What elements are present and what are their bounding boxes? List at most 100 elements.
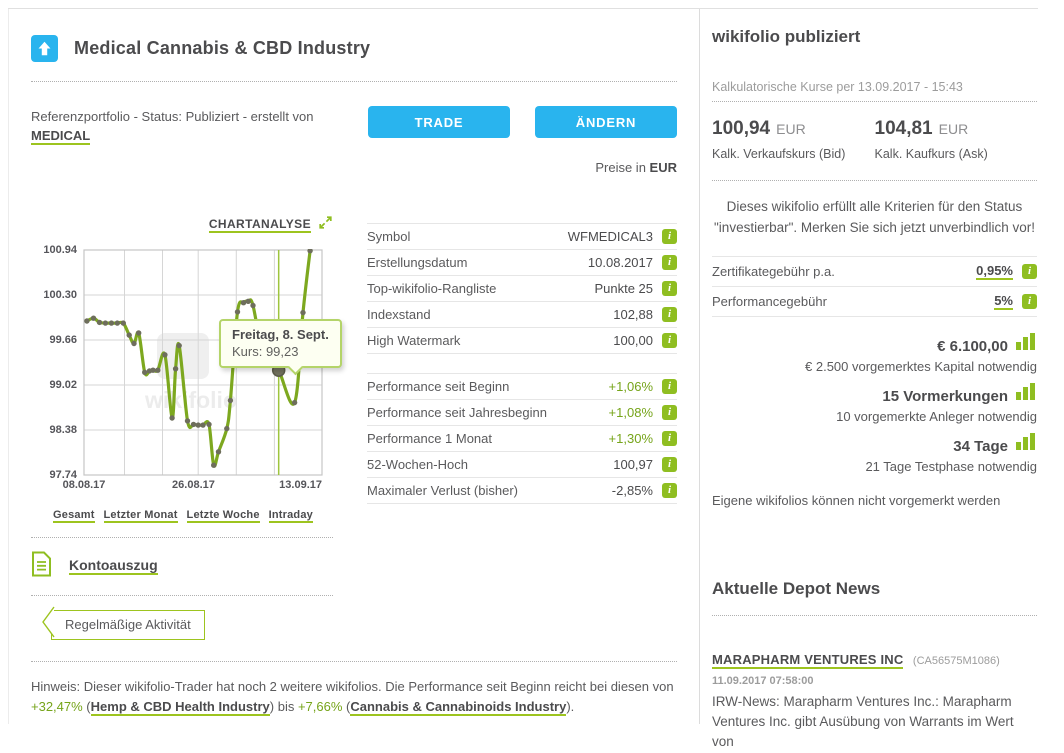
news-heading: Aktuelle Depot News — [712, 579, 1037, 599]
ask-block: 104,81EUR Kalk. Kaufkurs (Ask) — [875, 118, 1038, 161]
info-icon[interactable]: i — [662, 333, 677, 348]
trade-button[interactable]: TRADE — [368, 106, 510, 138]
hinweis-text: Hinweis: Dieser wikifolio-Trader hat noc… — [31, 677, 677, 717]
tab-intraday[interactable]: Intraday — [269, 509, 313, 523]
table-row: Indexstand 102,88 i — [367, 302, 677, 328]
x-tick-label: 08.08.17 — [63, 479, 106, 491]
y-tick-label: 99.02 — [49, 379, 77, 391]
requirements: € 6.100,00 € 2.500 vorgemerktes Kapital … — [712, 333, 1037, 474]
table-row: Zertifikategebühr p.a. 0,95% i — [712, 257, 1037, 287]
chartanalyse-link[interactable]: CHARTANALYSE — [209, 217, 311, 233]
table-row: Performance seit Jahresbeginn +1,08% i — [367, 400, 677, 426]
table-row: Symbol WFMEDICAL3 i — [367, 224, 677, 250]
divider — [31, 661, 677, 662]
tab-gesamt[interactable]: Gesamt — [53, 509, 95, 523]
ask-value: 104,81 — [875, 118, 933, 139]
key-figures-table: Symbol WFMEDICAL3 i Erstellungsdatum 10.… — [367, 223, 677, 354]
hemp-cbd-link[interactable]: Hemp & CBD Health Industry — [91, 699, 270, 716]
y-tick-label: 98.38 — [49, 424, 77, 436]
info-icon[interactable]: i — [662, 379, 677, 394]
aendern-button[interactable]: ÄNDERN — [535, 106, 677, 138]
chart-tooltip: Freitag, 8. Sept. Kurs: 99,23 — [219, 319, 342, 368]
info-icon[interactable]: i — [662, 405, 677, 420]
bid-label: Kalk. Verkaufskurs (Bid) — [712, 147, 875, 161]
table-row: Top-wikifolio-Rangliste Punkte 25 i — [367, 276, 677, 302]
kontoauszug-link[interactable]: Kontoauszug — [69, 557, 158, 575]
performance-table: Performance seit Beginn +1,06% i Perform… — [367, 373, 677, 504]
up-arrow-icon — [31, 35, 58, 62]
news-title-link[interactable]: MARAPHARM VENTURES INC — [712, 652, 903, 669]
divider — [712, 180, 1037, 181]
news-item: MARAPHARM VENTURES INC (CA56575M1086) 11… — [712, 651, 1037, 753]
key-figures: Symbol WFMEDICAL3 i Erstellungsdatum 10.… — [367, 223, 677, 523]
table-row: High Watermark 100,00 i — [367, 328, 677, 354]
y-tick-label: 100.30 — [43, 289, 77, 301]
chart-y-axis: 100.94100.3099.6699.0298.3897.74 — [31, 249, 77, 476]
performance-pct: +32,47% — [31, 699, 83, 714]
page-container: Medical Cannabis & CBD Industry Referenz… — [8, 8, 1038, 724]
status-line: Referenzportfolio - Status: Publiziert -… — [31, 106, 368, 146]
ask-label: Kalk. Kaufkurs (Ask) — [875, 147, 1038, 161]
table-row: Erstellungsdatum 10.08.2017 i — [367, 250, 677, 276]
document-icon — [31, 551, 52, 582]
news-datetime: 11.09.2017 07:58:00 — [712, 675, 1037, 687]
activity-badge[interactable]: Regelmäßige Aktivität — [39, 606, 677, 644]
bars-icon — [1016, 383, 1037, 405]
info-icon[interactable]: i — [662, 483, 677, 498]
trader-link[interactable]: MEDICAL — [31, 128, 90, 145]
table-row: Performance seit Beginn +1,06% i — [367, 374, 677, 400]
own-wikifolio-note: Eigene wikifolios können nicht vorgemerk… — [712, 493, 1037, 508]
performance-pct: +7,66% — [298, 699, 342, 714]
table-row: Performancegebühr 5% i — [712, 287, 1037, 317]
testphase-requirement: 34 Tage 21 Tage Testphase notwendig — [712, 433, 1037, 474]
x-tick-label: 26.08.17 — [172, 479, 215, 491]
info-icon[interactable]: i — [662, 255, 677, 270]
table-row: Performance 1 Monat +1,30% i — [367, 426, 677, 452]
info-icon[interactable]: i — [662, 281, 677, 296]
bars-icon — [1016, 433, 1037, 455]
table-row: 52-Wochen-Hoch 100,97 i — [367, 452, 677, 478]
fee-value-link[interactable]: 5% — [994, 293, 1013, 310]
tab-letzte-woche[interactable]: Letzte Woche — [187, 509, 260, 523]
info-icon[interactable]: i — [662, 229, 677, 244]
bid-block: 100,94EUR Kalk. Verkaufskurs (Bid) — [712, 118, 875, 161]
cannabis-link[interactable]: Cannabis & Cannabinoids Industry — [350, 699, 566, 716]
sidebar-heading: wikifolio publiziert — [712, 27, 1037, 47]
divider — [712, 615, 1037, 616]
bars-icon — [1016, 333, 1037, 355]
divider — [31, 81, 677, 82]
chart-x-axis: 08.08.1726.08.1713.09.17 — [83, 479, 323, 495]
news-body: IRW-News: Marapharm Ventures Inc.: Marap… — [712, 692, 1037, 753]
chevron-left-icon — [39, 604, 57, 645]
price-currency: EUR — [650, 160, 677, 175]
chart-section: CHARTANALYSE 100.94 100.30 99.66 99.02 98.38… — [31, 215, 333, 523]
info-icon[interactable]: i — [662, 431, 677, 446]
chart-range-tabs: Gesamt Letzter Monat Letzte Woche Intrad… — [31, 509, 333, 523]
news-isin: (CA56575M1086) — [913, 655, 1000, 667]
x-tick-label: 13.09.17 — [279, 479, 322, 491]
wikifolio-detail-card: Medical Cannabis & CBD Industry Referenz… — [8, 9, 700, 724]
y-tick-label: 99.66 — [49, 334, 77, 346]
price-chart[interactable]: 100.94100.3099.6699.0298.3897.74 wikifol… — [31, 249, 333, 495]
divider — [31, 537, 333, 538]
expand-icon[interactable] — [318, 215, 333, 235]
investor-requirement: 15 Vormerkungen 10 vorgemerkte Anleger n… — [712, 383, 1037, 424]
info-icon[interactable]: i — [1022, 294, 1037, 309]
bid-value: 100,94 — [712, 118, 770, 139]
y-tick-label: 100.94 — [43, 244, 77, 256]
fees-table: Zertifikategebühr p.a. 0,95% i Performan… — [712, 256, 1037, 317]
page-title: Medical Cannabis & CBD Industry — [74, 38, 370, 59]
price-currency-note: Preise in EUR — [31, 160, 677, 175]
fee-value-link[interactable]: 0,95% — [976, 263, 1013, 280]
investierbar-note: Dieses wikifolio erfüllt alle Kriterien … — [712, 197, 1037, 239]
kurse-caption: Kalkulatorische Kurse per 13.09.2017 - 1… — [712, 80, 1037, 102]
info-icon[interactable]: i — [662, 457, 677, 472]
tab-letzter-monat[interactable]: Letzter Monat — [104, 509, 178, 523]
divider — [31, 595, 333, 596]
capital-requirement: € 6.100,00 € 2.500 vorgemerktes Kapital … — [712, 333, 1037, 374]
info-icon[interactable]: i — [662, 307, 677, 322]
sidebar-panel: wikifolio publiziert Kalkulatorische Kur… — [700, 9, 1037, 724]
table-row: Maximaler Verlust (bisher) -2,85% i — [367, 478, 677, 504]
info-icon[interactable]: i — [1022, 264, 1037, 279]
activity-badge-label: Regelmäßige Aktivität — [51, 610, 205, 640]
